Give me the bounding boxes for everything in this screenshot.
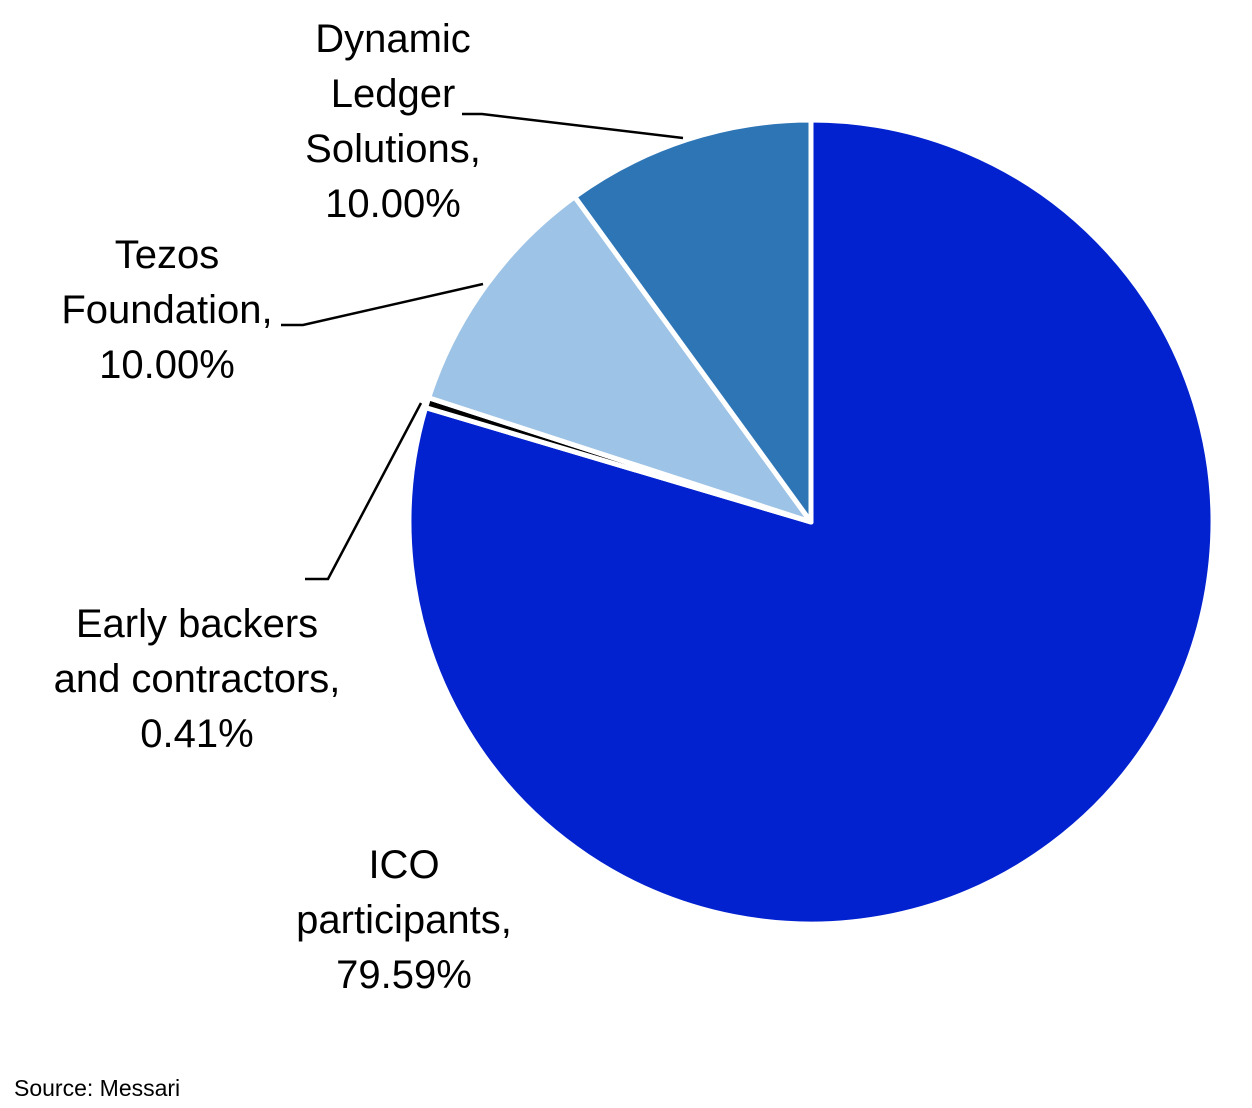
slice-label-ico-participants: ICO participants, 79.59%	[296, 843, 512, 997]
slice-label-line: Foundation,	[61, 288, 272, 332]
slice-label-line: Tezos	[115, 233, 220, 277]
slice-label-line: 10.00%	[99, 343, 235, 387]
slice-label-line: participants,	[296, 898, 512, 942]
slice-label-dynamic-ledger-solutions: Dynamic Ledger Solutions, 10.00%	[305, 17, 481, 226]
slice-label-line: Solutions,	[305, 127, 481, 171]
slice-label-line: Ledger	[331, 72, 456, 116]
slice-label-line: 10.00%	[325, 182, 461, 226]
pie-slice-dynamic-ledger-solutions	[572, 117, 814, 525]
slice-label-tezos-foundation: Tezos Foundation, 10.00%	[61, 233, 272, 387]
slice-label-line: 79.59%	[336, 953, 472, 997]
slice-label-line: Dynamic	[315, 17, 471, 61]
slice-label-early-backers-and-contractors: Early backers and contractors, 0.41%	[54, 602, 341, 756]
leader-line-dynamic-ledger-solutions	[462, 112, 684, 140]
slice-label-line: 0.41%	[140, 712, 253, 756]
leader-line-tezos-foundation	[281, 282, 484, 327]
slice-label-line: ICO	[368, 843, 439, 887]
leader-line-early-backers-and-contractors	[305, 402, 423, 581]
source-note: Source: Messari	[14, 1075, 181, 1101]
slice-label-line: and contractors,	[54, 657, 341, 701]
pie-slice-tezos-foundation	[426, 194, 814, 525]
slice-label-line: Early backers	[76, 602, 318, 646]
